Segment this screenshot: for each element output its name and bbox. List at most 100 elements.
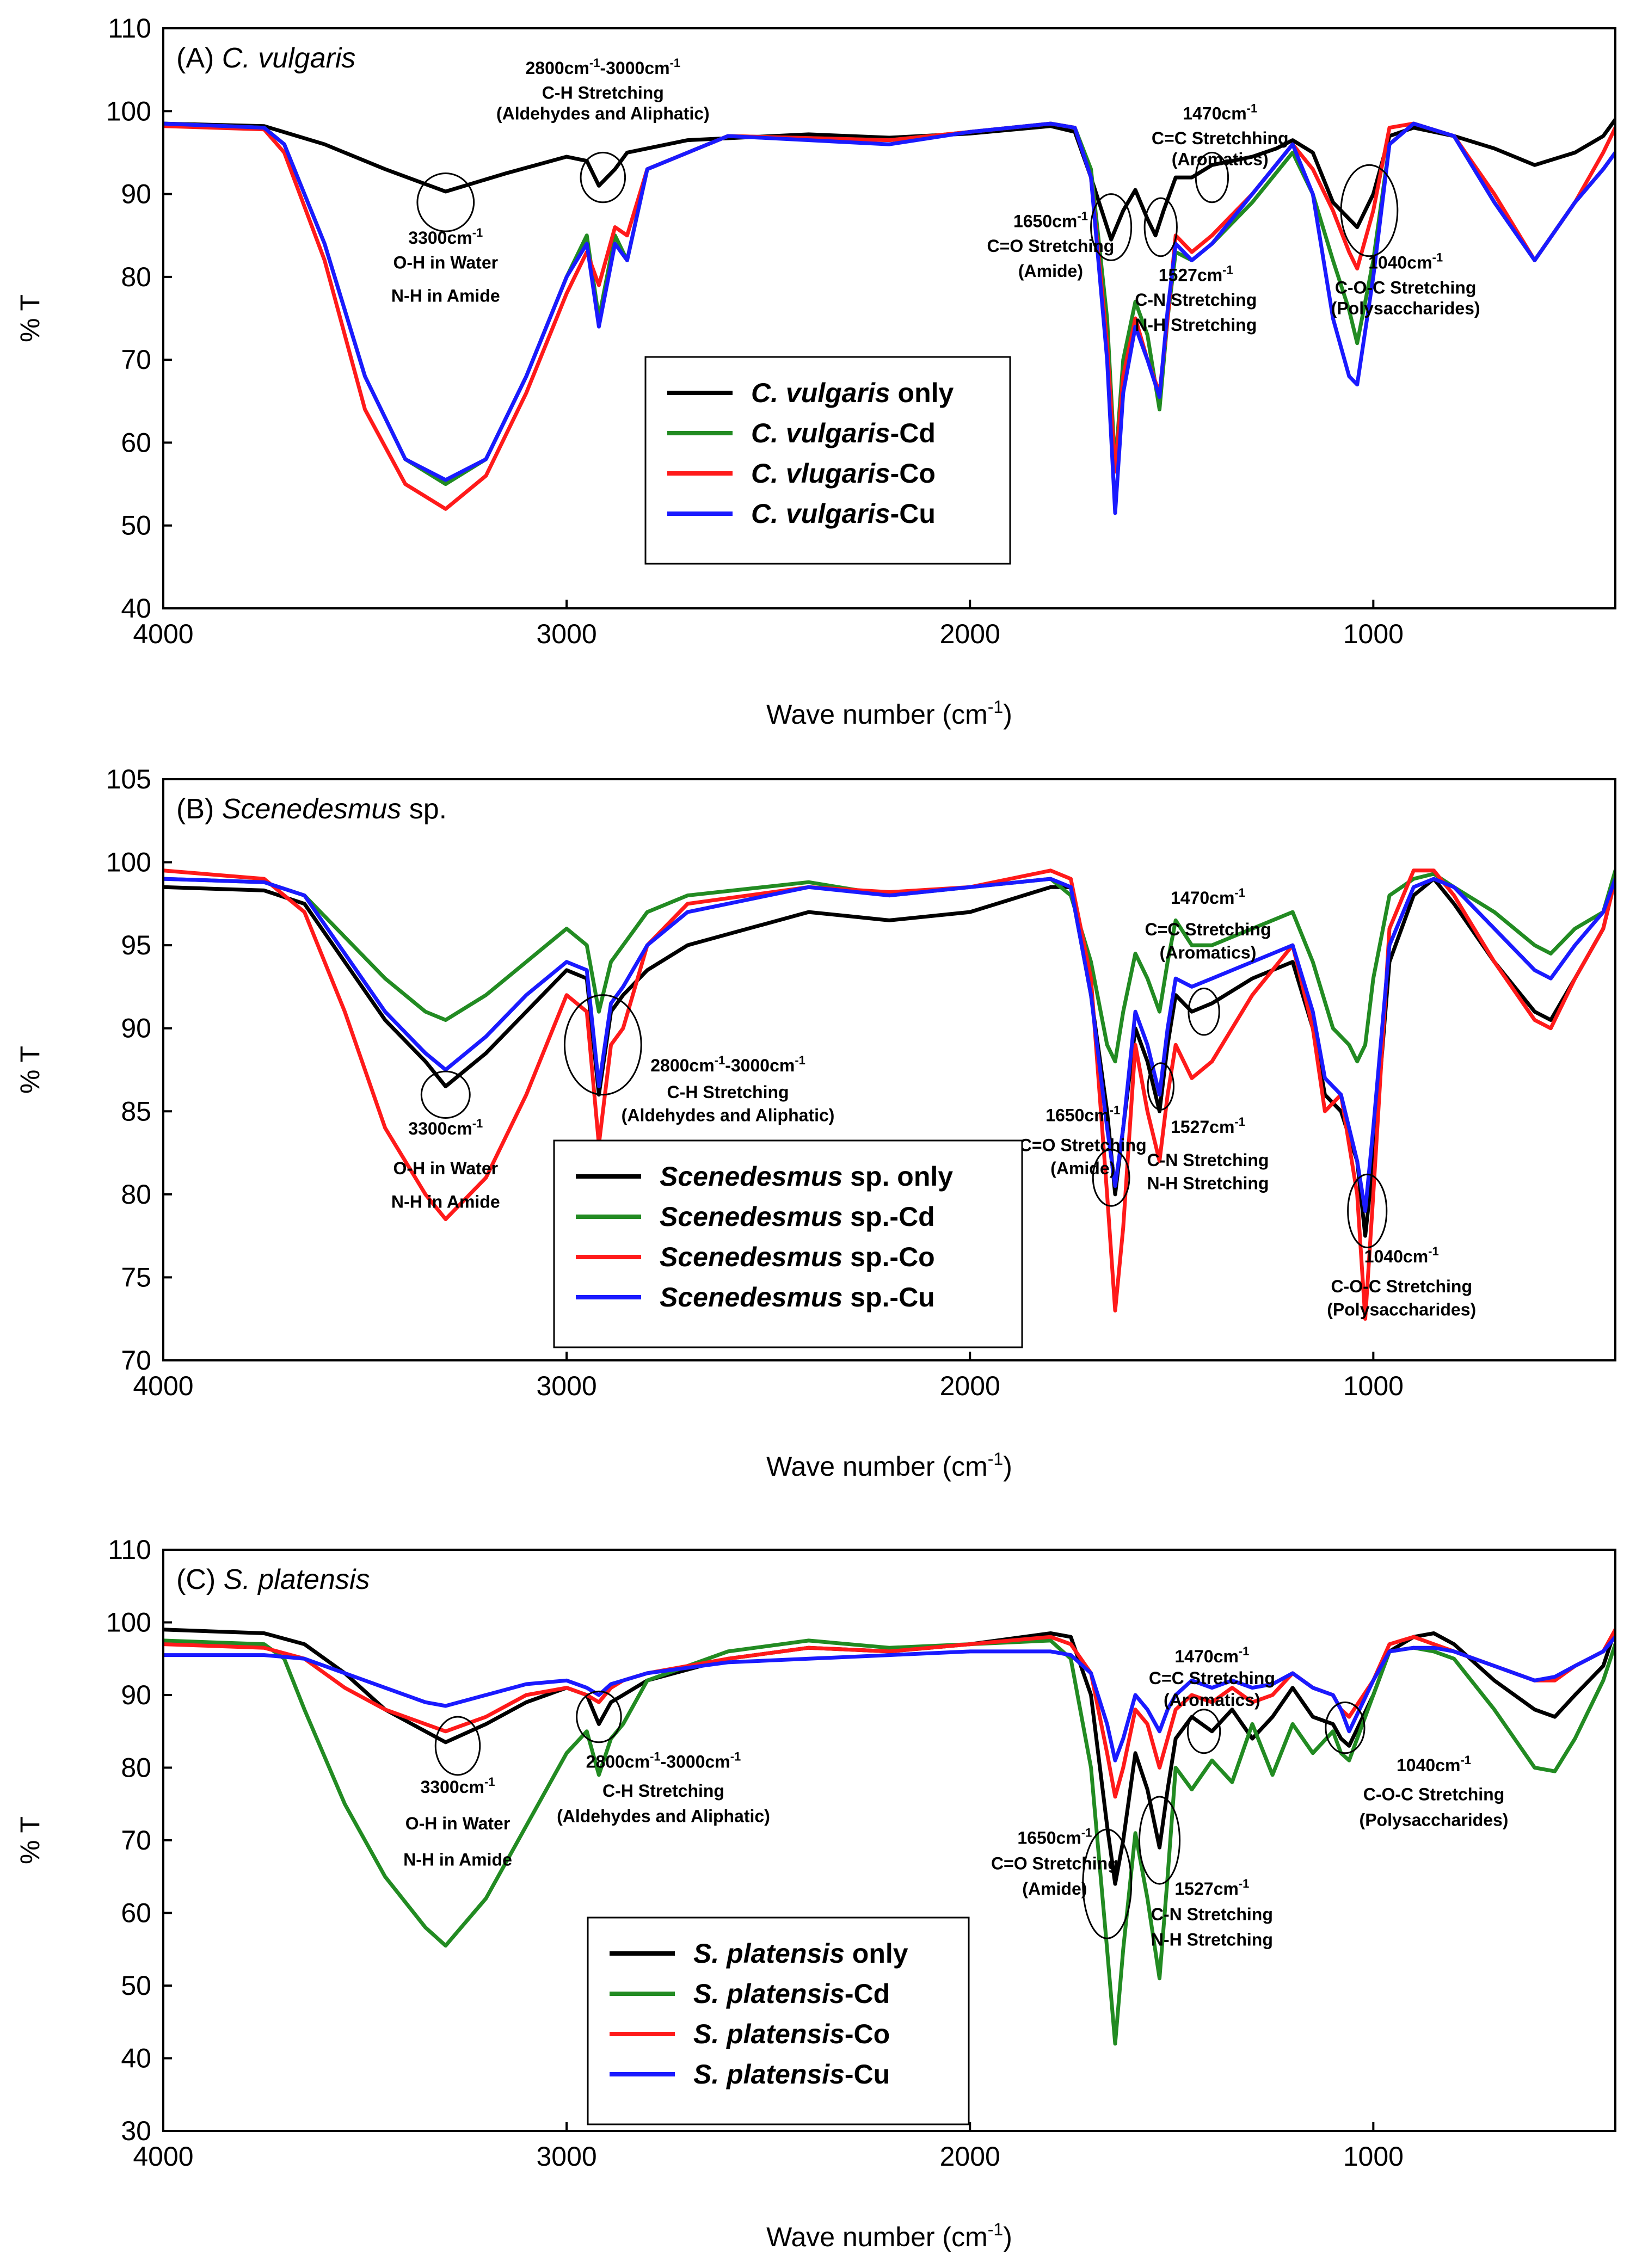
panel-c-y-tick-label: 70 [121, 1825, 151, 1856]
panel-a-legend-label-co: C. vlugaris-Co [751, 458, 936, 489]
panel-a-y-tick-label: 80 [121, 262, 151, 292]
panel-c-annotation-co-label: C=O Stretching [991, 1853, 1118, 1873]
panel-a-annotation-ch-circle [580, 151, 626, 204]
panel-c-x-tick-label: 4000 [133, 2141, 193, 2172]
panel-b-series-co-line [163, 868, 1615, 1321]
panel-b-annotation-oh-label: O-H in Water [393, 1158, 498, 1178]
panel-a-x-tick-label: 1000 [1343, 619, 1404, 649]
panel-c-annotation-cc-label: C=C Stretching [1149, 1668, 1275, 1688]
panel-c-y-tick-label: 50 [121, 1970, 151, 2001]
panel-b-annotation-cn-label: 1527cm-1 [1171, 1115, 1245, 1137]
panel-b-legend-label-cd: Scenedesmus sp.-Cd [660, 1201, 935, 1232]
panel-a-title: (A) C. vulgaris [176, 42, 355, 74]
panel-a-y-tick-label: 60 [121, 427, 151, 458]
panel-b-frame [162, 778, 1616, 1361]
panel-c-annotation-oh-label: O-H in Water [405, 1814, 511, 1833]
panel-b-legend-label-co: Scenedesmus sp.-Co [660, 1242, 935, 1272]
panel-b-annotation-cc-label: 1470cm-1 [1171, 886, 1245, 908]
panel-a-x-tick-label: 4000 [133, 619, 193, 649]
panel-a-annotation-oh-label: O-H in Water [393, 253, 498, 273]
panel-b-annotation-co-label: 1650cm-1 [1045, 1104, 1120, 1125]
panel-a-annotation-cn-label: N-H Stretching [1135, 315, 1257, 335]
panel-a-legend-label-cu: C. vulgaris-Cu [751, 498, 936, 529]
panel-a-annotations: 3300cm-1 O-H in Water N-H in Amide 2800cm-1… [391, 56, 1480, 335]
panel-c-annotation-coc-circle [1325, 1701, 1366, 1754]
panel-c-annotations: 3300cm-1 O-H in Water N-H in Amide 2800cm-1… [403, 1644, 1508, 1950]
panel-c-y-tick-label: 80 [121, 1753, 151, 1783]
panel-c-legend-label-cu: S. platensis-Cu [693, 2059, 890, 2090]
panel-b-annotation-co-circle [1092, 1148, 1130, 1207]
panel-b-y-tick-label: 105 [106, 764, 151, 794]
panel-b-series [163, 868, 1615, 1321]
panel-c-y-tick-label: 90 [121, 1680, 151, 1710]
panel-a-annotation-oh-label: 3300cm-1 [408, 226, 483, 248]
panel-c-annotation-oh-circle [434, 1716, 481, 1776]
panel-c-x-tick-label: 3000 [536, 2141, 596, 2172]
panel-c-annotation-coc-label: (Polysaccharides) [1360, 1810, 1509, 1829]
panel-a-annotation-coc-circle [1340, 164, 1399, 257]
panel-a-annotation-cc-circle [1195, 151, 1229, 204]
panel-a-annotation-cn-circle [1143, 197, 1178, 257]
panel-b-y-axis-title: % T [15, 1046, 45, 1094]
panel-a-annotation-coc-label: C-O-C Stretching [1335, 278, 1477, 297]
panel-b-annotation-ch-label: 2800cm-1-3000cm-1 [650, 1053, 805, 1075]
panel-c-annotation-ch-circle [576, 1690, 622, 1743]
panel-b-annotation-ch-label: (Aldehydes and Aliphatic) [622, 1106, 835, 1125]
panel-c-y-tick-label: 60 [121, 1898, 151, 1928]
panel-b-x-tick-label: 2000 [940, 1371, 1000, 1401]
panel-a-annotation-coc-label: 1040cm-1 [1368, 251, 1443, 273]
panel-c-series-cu-line [163, 1635, 1615, 1762]
panel-a-x-tick-label: 3000 [536, 619, 596, 649]
panel-c-legend-label-only: S. platensis only [693, 1938, 908, 1969]
panel-a-annotation-co-circle [1090, 193, 1133, 261]
panel-b-annotation-cn-label: C-N Stretching [1147, 1150, 1269, 1170]
panel-b-annotation-oh-label: 3300cm-1 [408, 1117, 483, 1138]
panel-b-annotation-cn-circle [1147, 1062, 1174, 1111]
panel-c-x-axis-title: Wave number (cm-1) [766, 2220, 1012, 2252]
panel-b-annotation-oh-circle [420, 1070, 471, 1119]
panel-a-series-cu-line [163, 121, 1615, 515]
panel-c-title: (C) S. platensis [176, 1564, 370, 1595]
panel-c-y-tick-label: 30 [121, 2116, 151, 2146]
panel-c-annotation-coc-label: 1040cm-1 [1397, 1753, 1471, 1775]
panel-a-annotation-co-label: (Amide) [1018, 261, 1083, 281]
panel-c-series-co-line [163, 1628, 1615, 1799]
panel-a-y-tick-label: 90 [121, 179, 151, 209]
panel-c-annotation-co-label: (Amide) [1022, 1879, 1087, 1899]
panel-b-annotations: 3300cm-1 O-H in Water N-H in Amide 2800cm-1… [391, 886, 1476, 1320]
panel-c-legend-label-cd: S. platensis-Cd [693, 1979, 890, 2009]
panel-a-frame [162, 27, 1616, 609]
panel-a-annotation-cc-label: C=C Stretchhing [1152, 128, 1289, 148]
panel-b-y-tick-label: 75 [121, 1262, 151, 1292]
panel-c-annotation-oh-label: N-H in Amide [403, 1850, 512, 1870]
panel-a-annotation-cc-label: 1470cm-1 [1183, 102, 1257, 124]
panel-c-annotation-co-label: 1650cm-1 [1017, 1826, 1092, 1848]
panel-b-annotation-coc-label: (Polysaccharides) [1327, 1300, 1476, 1320]
panel-c-annotation-ch-label: C-H Stretching [602, 1781, 724, 1801]
panel-c-series [163, 1628, 1615, 2046]
panel-c-y-tick-label: 40 [121, 2043, 151, 2074]
panel-c-annotation-cn-label: 1527cm-1 [1174, 1877, 1249, 1899]
panel-a-annotation-coc-label: (Polysaccharides) [1331, 298, 1480, 318]
panel-b-y-tick-label: 100 [106, 847, 151, 878]
panel-a-annotation-cn-label: 1527cm-1 [1159, 263, 1233, 285]
panel-c-annotation-coc-label: C-O-C Stretching [1363, 1785, 1505, 1804]
panel-c-y-axis-title: % T [15, 1816, 45, 1864]
panel-a-annotation-cc-label: (Aromatics) [1172, 149, 1269, 169]
panel-a-ticks: 4000 3000 2000 1000 40 50 60 70 80 90 100 110 [106, 13, 1404, 649]
panel-a-annotation-co-label: C=O Stretching [987, 236, 1115, 256]
panel-b: 4000 3000 2000 1000 70 75 80 85 90 95 100 105 3300c… [15, 764, 1616, 1482]
panel-b-annotation-co-label: (Amide) [1050, 1158, 1115, 1178]
panel-c-annotation-oh-label: 3300cm-1 [421, 1775, 495, 1797]
panel-b-x-tick-label: 1000 [1343, 1371, 1404, 1401]
panel-c-legend: S. platensis only S. platensis-Cd S. plate… [587, 1916, 970, 2125]
panel-b-annotation-coc-circle [1347, 1173, 1388, 1249]
panel-c-annotation-cn-label: C-N Stretching [1151, 1905, 1273, 1924]
panel-c-annotation-cc-label: 1470cm-1 [1174, 1644, 1249, 1666]
panel-a-x-tick-label: 2000 [940, 619, 1000, 649]
panel-c-annotation-co-circle [1082, 1828, 1133, 1939]
panel-b-y-tick-label: 80 [121, 1179, 151, 1210]
panel-a-y-tick-label: 100 [106, 96, 151, 126]
panel-b-annotation-cn-label: N-H Stretching [1147, 1174, 1269, 1193]
